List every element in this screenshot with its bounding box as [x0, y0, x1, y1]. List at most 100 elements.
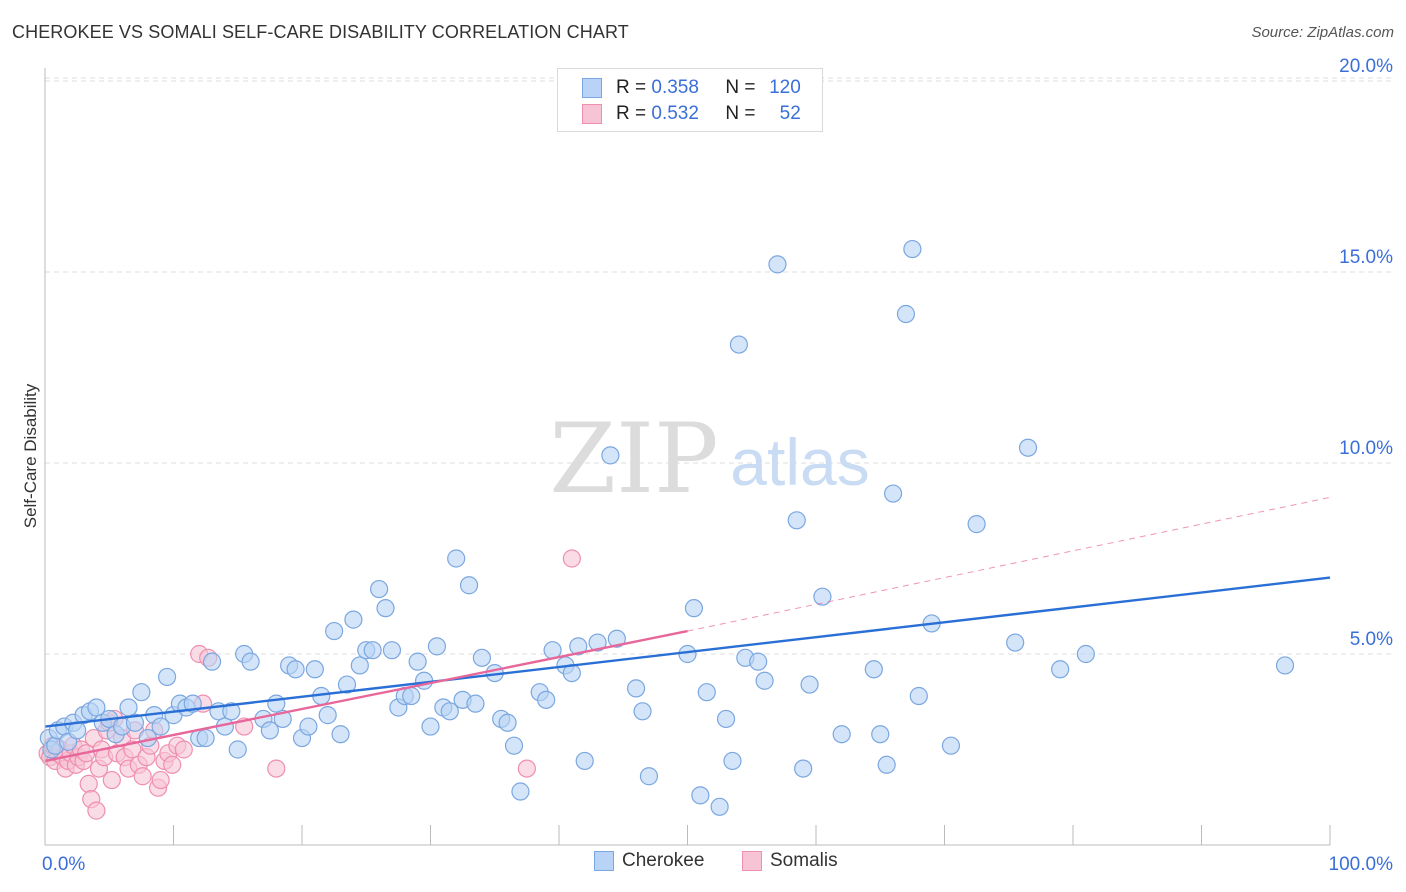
legend-item-cherokee[interactable]: Cherokee: [594, 850, 704, 872]
cherokee-point: [749, 652, 768, 671]
legend-cherokee-swatch: [594, 851, 614, 871]
cherokee-swatch: [582, 78, 602, 98]
cherokee-point: [222, 702, 241, 721]
cherokee-point: [331, 725, 350, 744]
somali-trend-extension: [687, 496, 1331, 632]
cherokee-point: [864, 660, 883, 679]
cherokee-point: [941, 736, 961, 755]
cherokee-point: [350, 656, 369, 675]
cherokee-point: [633, 702, 652, 721]
cherokee-point: [151, 717, 170, 736]
cherokee-point: [1275, 656, 1295, 675]
cherokee-point: [228, 740, 247, 759]
cherokee-point: [241, 652, 260, 671]
chart-title: CHEROKEE VS SOMALI SELF-CARE DISABILITY …: [12, 22, 629, 42]
cherokee-point: [363, 641, 382, 660]
cherokee-point: [678, 644, 697, 664]
n-label: N =: [725, 103, 756, 124]
y-tick-label: 15.0%: [1339, 247, 1393, 268]
cherokee-point: [440, 702, 459, 721]
cherokee-point: [723, 751, 742, 771]
cherokee-point: [716, 709, 736, 729]
cherokee-point: [1018, 438, 1038, 457]
cherokee-point: [755, 671, 774, 690]
cherokee-point: [376, 599, 395, 618]
r-value-somalis: 0.532: [651, 103, 699, 124]
cherokee-point: [125, 713, 145, 732]
somali-point: [163, 755, 182, 774]
cherokee-point: [337, 675, 357, 694]
cherokee-trend-line: [44, 576, 1331, 728]
stats-row-cherokee: R = 0.358 N = 120: [582, 76, 801, 100]
chart-source: Source: ZipAtlas.com: [1251, 24, 1394, 41]
cherokee-point: [402, 686, 421, 706]
cherokee-point: [202, 652, 222, 671]
somali-point: [562, 549, 581, 568]
y-tick-label: 5.0%: [1350, 629, 1393, 650]
somali-point: [267, 759, 286, 778]
cherokee-point: [318, 706, 337, 725]
cherokee-point: [459, 576, 479, 595]
cherokee-point: [832, 725, 851, 744]
cherokee-point: [344, 610, 363, 629]
cherokee-point: [504, 736, 524, 755]
y-axis-label: Self-Care Disability: [21, 383, 40, 528]
cherokee-point: [794, 759, 813, 778]
cherokee-point: [87, 698, 106, 717]
cherokee-point: [427, 637, 447, 656]
n-value-cherokee: 120: [769, 77, 801, 98]
cherokee-point: [710, 797, 729, 816]
legend-item-somalis[interactable]: Somalis: [742, 850, 838, 872]
cherokee-point: [537, 690, 556, 709]
cherokee-point: [588, 633, 607, 652]
n-value-somalis: 52: [779, 103, 801, 124]
somali-point: [133, 767, 152, 786]
somali-point: [87, 801, 106, 820]
cherokee-point: [1076, 644, 1095, 664]
cherokee-point: [896, 304, 916, 324]
stats-row-somalis: R = 0.532 N = 52: [582, 102, 801, 126]
cherokee-point: [569, 637, 588, 656]
x-tick-label-min: 0.0%: [42, 854, 85, 875]
cherokee-point: [684, 599, 704, 618]
cherokee-point: [1006, 633, 1025, 652]
cherokee-point: [132, 683, 151, 702]
cherokee-point: [787, 511, 806, 530]
cherokee-point: [607, 629, 626, 648]
somali-point: [174, 740, 193, 759]
cherokee-point: [325, 621, 344, 641]
y-tick-label: 10.0%: [1339, 438, 1393, 459]
points-layer: [38, 239, 1295, 820]
watermark-zip: ZIP: [549, 403, 718, 515]
r-label: R =: [616, 103, 647, 124]
cherokee-point: [408, 652, 427, 671]
cherokee-point: [421, 717, 440, 736]
n-label: N =: [725, 77, 756, 98]
cherokee-point: [639, 767, 659, 786]
somali-point: [151, 770, 170, 790]
cherokee-point: [196, 728, 215, 748]
somalis-swatch: [582, 104, 602, 124]
x-tick-label-max: 100.0%: [1329, 854, 1394, 875]
grid-layer: [45, 77, 1395, 655]
cherokee-point: [447, 549, 466, 568]
cherokee-point: [729, 335, 749, 354]
legend-cherokee-label: Cherokee: [622, 850, 705, 871]
cherokee-point: [260, 721, 279, 740]
cherokee-point: [800, 675, 819, 694]
somali-trend-line: [44, 629, 688, 763]
cherokee-point: [903, 239, 922, 259]
cherokee-point: [119, 698, 138, 717]
r-label: R =: [616, 77, 647, 98]
somali-point: [517, 759, 536, 778]
cherokee-point: [575, 751, 594, 771]
cherokee-point: [466, 694, 485, 713]
cherokee-point: [883, 484, 903, 503]
cherokee-point: [472, 648, 491, 667]
somali-point: [102, 770, 121, 790]
stats-legend-box: R = 0.358 N = 120 R = 0.532 N = 52: [557, 68, 823, 132]
cherokee-point: [601, 446, 620, 465]
cherokee-point: [382, 641, 402, 660]
cherokee-point: [286, 660, 305, 679]
legend-somalis-swatch: [742, 851, 762, 871]
